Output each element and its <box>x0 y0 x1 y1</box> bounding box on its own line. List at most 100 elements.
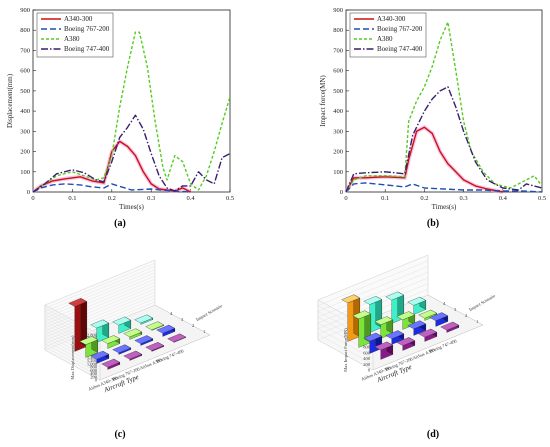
bar-top-face <box>68 298 88 307</box>
bar-3d <box>156 324 176 337</box>
series-line <box>345 182 543 193</box>
y-tick-label: 800 <box>20 27 30 34</box>
bar-top-face <box>352 310 372 320</box>
x-tick-label: 0.3 <box>460 195 468 202</box>
y-tick-label: 600 <box>333 68 343 75</box>
scenario-tick-label: 3 <box>181 317 184 322</box>
y-axis-label: Impact Scenario <box>468 293 497 312</box>
z-gridline <box>317 271 429 318</box>
y-tick-label: 100 <box>333 169 343 176</box>
bar-top-face <box>341 294 361 304</box>
z-gridline <box>44 340 101 371</box>
bar-3d <box>341 294 361 342</box>
x-tick-label: 0.5 <box>226 195 234 202</box>
y-tick-label: 700 <box>333 47 343 54</box>
bar-top-face <box>79 336 99 345</box>
bar-3d <box>123 350 143 361</box>
z-gridline <box>44 330 101 361</box>
scenario-tick-label: 2 <box>192 323 194 328</box>
bar-3d <box>407 320 427 336</box>
bar-3d <box>385 291 405 324</box>
panel-label: (a) <box>114 218 126 229</box>
z-gridline <box>44 343 101 374</box>
bar-top-face <box>123 328 143 338</box>
legend-box <box>349 12 427 58</box>
bar-3d <box>407 296 427 315</box>
bar-top-face <box>90 350 110 360</box>
z-tick-label: 800 <box>90 365 98 370</box>
y-tick-label: 500 <box>333 88 343 95</box>
y-axis-label: Impact force(MN) <box>319 75 327 127</box>
z-gridline <box>44 291 156 338</box>
x-tick-label: 0.2 <box>420 195 428 202</box>
z-tick-label: 200 <box>90 374 98 379</box>
z-gridline <box>44 333 101 365</box>
bar-3d <box>123 328 143 340</box>
bar-top-face <box>374 341 394 351</box>
bar-3d <box>68 297 88 352</box>
z-gridline <box>44 259 156 306</box>
z-gridline <box>44 263 156 309</box>
legend-label: A340-300 <box>64 15 93 23</box>
legend-label: Boeing 767-200 <box>64 25 110 33</box>
z-tick-label: 800 <box>363 345 371 350</box>
x-tick-label: 0 <box>31 195 34 202</box>
scenario-tick-label: 1 <box>203 329 205 334</box>
panel-label: (d) <box>427 429 439 440</box>
z-tick-label: 1,200 <box>87 358 98 364</box>
x-axis-label: Times(s) <box>432 203 457 211</box>
y-tick-label: 500 <box>20 88 30 95</box>
z-gridline <box>44 279 156 325</box>
bar-top-face <box>440 321 460 331</box>
bar-top-face <box>134 314 154 324</box>
bar-3d <box>134 314 154 325</box>
z-gridline <box>317 339 374 371</box>
legend-label: Boeing 747-400 <box>377 45 423 53</box>
y-tick-label: 300 <box>20 128 30 135</box>
x-tick-label: 0.5 <box>538 195 546 202</box>
z-gridline <box>44 269 156 315</box>
bar-top-face <box>407 296 427 306</box>
z-tick-label: 1,000 <box>87 361 98 367</box>
bar-3d <box>90 319 110 343</box>
z-gridline <box>317 260 429 306</box>
x-tick-label: 0 <box>344 195 347 202</box>
bar-top-face <box>407 320 427 330</box>
y-tick-label: 100 <box>20 169 30 176</box>
bar-top-face <box>374 316 394 325</box>
bar-top-face <box>167 333 187 343</box>
bar-3d <box>385 330 405 345</box>
bar-top-face <box>123 350 143 360</box>
z-gridline <box>44 272 156 319</box>
z-tick-label: 600 <box>90 368 98 373</box>
bar-top-face <box>156 324 176 334</box>
scenario-tick-label: 1 <box>476 319 478 324</box>
bar-3d <box>418 328 438 342</box>
bar-3d <box>145 342 165 352</box>
bar-3d <box>112 316 132 334</box>
z-gridline <box>44 282 156 328</box>
z-axis-label: Max Displacement(mm) <box>70 335 75 380</box>
bar-3d <box>429 312 449 327</box>
x-tick-label: 0.3 <box>147 195 155 202</box>
series-line <box>32 114 231 193</box>
panel-label: (c) <box>114 429 125 440</box>
bar-top-face <box>101 335 121 344</box>
bar-3d <box>134 335 154 346</box>
y-tick-label: 700 <box>20 47 30 54</box>
legend-label: A340-300 <box>377 15 406 23</box>
scenario-tick-label: 3 <box>454 307 457 312</box>
z-gridline <box>44 336 101 368</box>
z-tick-label: 2,800 <box>87 333 98 339</box>
plot-frame <box>345 9 543 193</box>
y-axis-label: Impact Scenario <box>195 303 224 322</box>
bar3d-chart-c: 02004006008001,0001,2001,4001,6001,8002,… <box>44 259 224 440</box>
legend: A340-300 Boeing 767-200 A380 Boeing 747-400 <box>349 12 427 58</box>
x-tick-label: 0.1 <box>68 195 76 202</box>
legend-label: A380 <box>64 35 80 43</box>
y-tick-label: 600 <box>20 68 30 75</box>
y-tick-label: 300 <box>333 128 343 135</box>
z-tick-label: 1,400 <box>87 355 98 361</box>
scenario-tick-label: 4 <box>170 311 173 316</box>
